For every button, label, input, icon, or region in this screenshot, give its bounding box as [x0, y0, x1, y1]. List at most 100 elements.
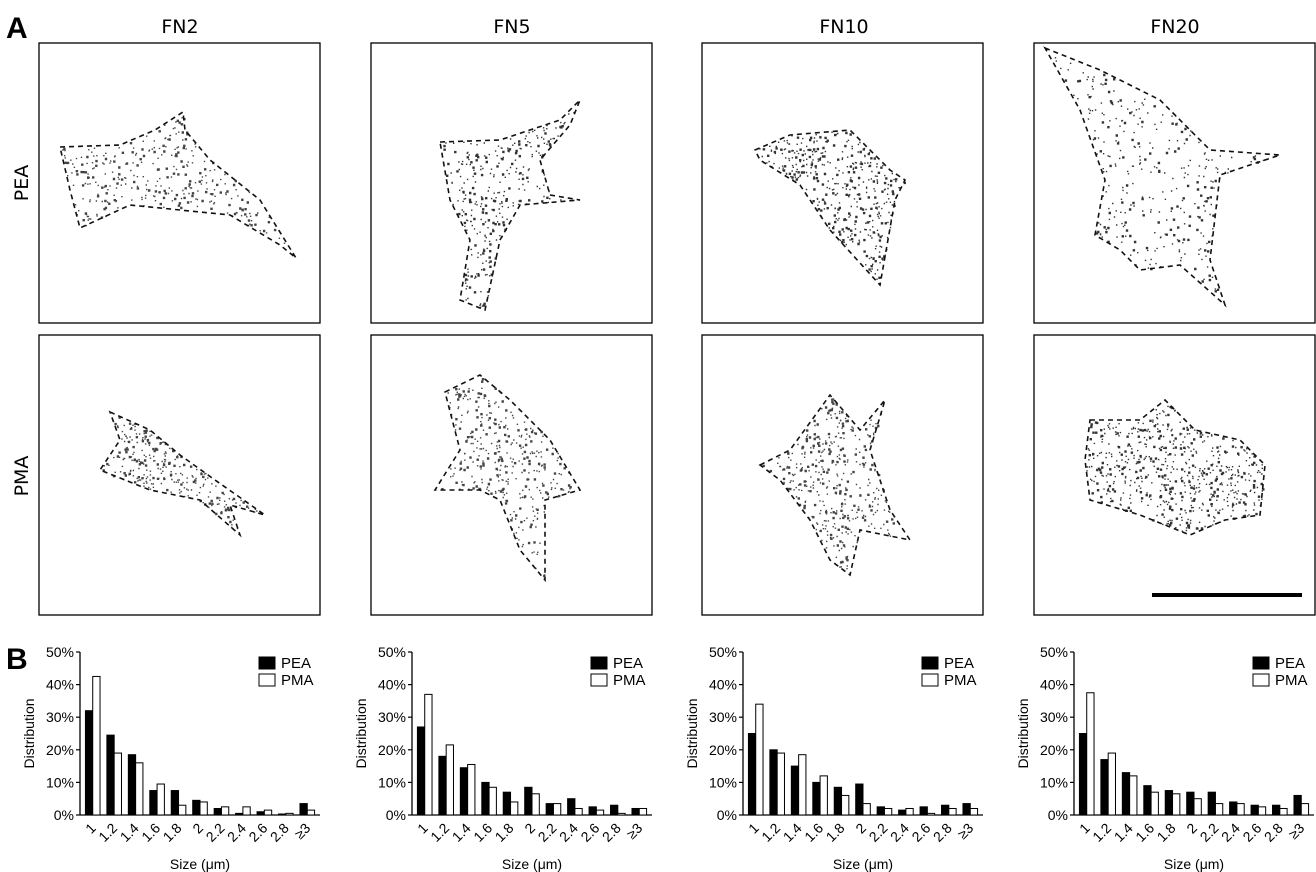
bar-pma [199, 801, 208, 816]
bar-pma [574, 807, 583, 816]
adhesion-dots [759, 131, 906, 285]
bar-pea [790, 765, 800, 816]
y-tick-label: 0% [717, 807, 737, 823]
bar-pma [445, 744, 454, 816]
y-tick-label: 20% [1040, 742, 1068, 758]
cell-edge [98, 410, 266, 538]
micrograph-fn5-pea [370, 42, 653, 324]
bar-pma [488, 786, 497, 816]
cell-edge [753, 129, 907, 287]
micrograph-fn20-pea [1033, 42, 1316, 324]
adhesion-dots [102, 416, 258, 530]
legend-label-pma: PMA [944, 672, 977, 689]
bar-pma [1193, 798, 1202, 816]
cell-edge [433, 374, 582, 583]
bar-pea [127, 754, 137, 816]
row-label-pma: PMA [11, 456, 33, 497]
adhesion-dots [62, 117, 286, 244]
bar-pea [941, 804, 950, 816]
bar-pea [1121, 772, 1131, 816]
bar-pea [84, 710, 94, 816]
bar-pma [798, 754, 807, 816]
bar-pma [969, 807, 979, 816]
x-axis-label: Size (μm) [170, 856, 230, 872]
bar-pea [192, 799, 201, 816]
micrograph-grid [38, 42, 1316, 616]
x-axis-label: Size (μm) [833, 856, 893, 872]
x-tick-label: ≥3 [1285, 820, 1307, 842]
cell-images [59, 46, 1281, 583]
bar-pea [588, 806, 597, 816]
bar-pea [631, 807, 640, 816]
legend-label-pea: PEA [281, 655, 311, 672]
bar-pma [1214, 803, 1224, 816]
bar-pma [755, 703, 764, 816]
bar-pma [467, 763, 476, 816]
bar-pea [524, 786, 533, 816]
micrograph-fn2-pea [38, 42, 321, 324]
bar-pma [306, 809, 316, 816]
legend-swatch-pma [590, 673, 608, 687]
x-tick-label: 1.8 [1154, 820, 1179, 845]
adhesion-dots [443, 111, 575, 309]
bar-pea [235, 812, 244, 816]
bar-pma [220, 806, 230, 816]
y-axis-label: Distribution [21, 698, 37, 768]
bar-pma [510, 801, 519, 816]
bar-pma [883, 807, 893, 816]
bar-pma [1279, 807, 1288, 816]
y-tick-label: 40% [378, 677, 406, 693]
bar-pma [926, 812, 936, 816]
bar-pma [242, 806, 251, 816]
bar-pma [285, 812, 294, 816]
cell-stain-fn5-pea [439, 99, 581, 312]
bar-pea [416, 726, 426, 816]
y-tick-label: 10% [709, 774, 737, 790]
bar-pea [1250, 804, 1259, 816]
bar-pea [1186, 791, 1195, 816]
bar-pma [531, 793, 540, 816]
bar-pea [256, 811, 265, 816]
bar-pea [747, 733, 757, 816]
bar-pea [213, 807, 222, 816]
x-tick-label: 1.8 [492, 820, 517, 845]
column-title-fn20: FN20 [1150, 16, 1199, 38]
legend-swatch-pea [590, 656, 608, 670]
y-tick-label: 40% [709, 677, 737, 693]
legend-label-pma: PMA [613, 672, 646, 689]
y-axis-label: Distribution [684, 698, 700, 768]
cell-stain-fn20-pma [1084, 398, 1266, 536]
bar-pea [1078, 733, 1088, 816]
y-axis-label: Distribution [353, 698, 369, 768]
bar-pma [1150, 791, 1159, 816]
bar-pea [545, 803, 554, 816]
y-tick-label: 30% [46, 709, 74, 725]
bar-pma [638, 807, 648, 816]
y-tick-label: 10% [378, 774, 406, 790]
bar-pea [1272, 804, 1281, 816]
y-tick-label: 40% [46, 677, 74, 693]
bar-pea [299, 803, 308, 816]
legend-label-pea: PEA [1275, 655, 1305, 672]
y-tick-label: 50% [378, 644, 406, 660]
cell-stain-fn10-pea [753, 129, 907, 287]
bar-pea [769, 749, 778, 816]
legend-swatch-pma [1252, 673, 1270, 687]
x-tick-label: 2.8 [930, 820, 955, 845]
y-tick-label: 50% [46, 644, 74, 660]
cell-stain-fn2-pea [59, 110, 297, 259]
x-axis-label: Size (μm) [1164, 856, 1224, 872]
y-tick-label: 50% [709, 644, 737, 660]
bar-pea [1143, 785, 1152, 816]
y-tick-label: 20% [709, 742, 737, 758]
x-tick-label: ≥3 [623, 820, 645, 842]
bar-pma [1172, 793, 1181, 816]
cell-edge [1043, 46, 1281, 308]
bar-pea [876, 806, 885, 816]
bar-pma [1107, 752, 1116, 816]
y-tick-label: 0% [386, 807, 406, 823]
bar-pma [113, 752, 122, 816]
bar-pma [905, 807, 914, 816]
